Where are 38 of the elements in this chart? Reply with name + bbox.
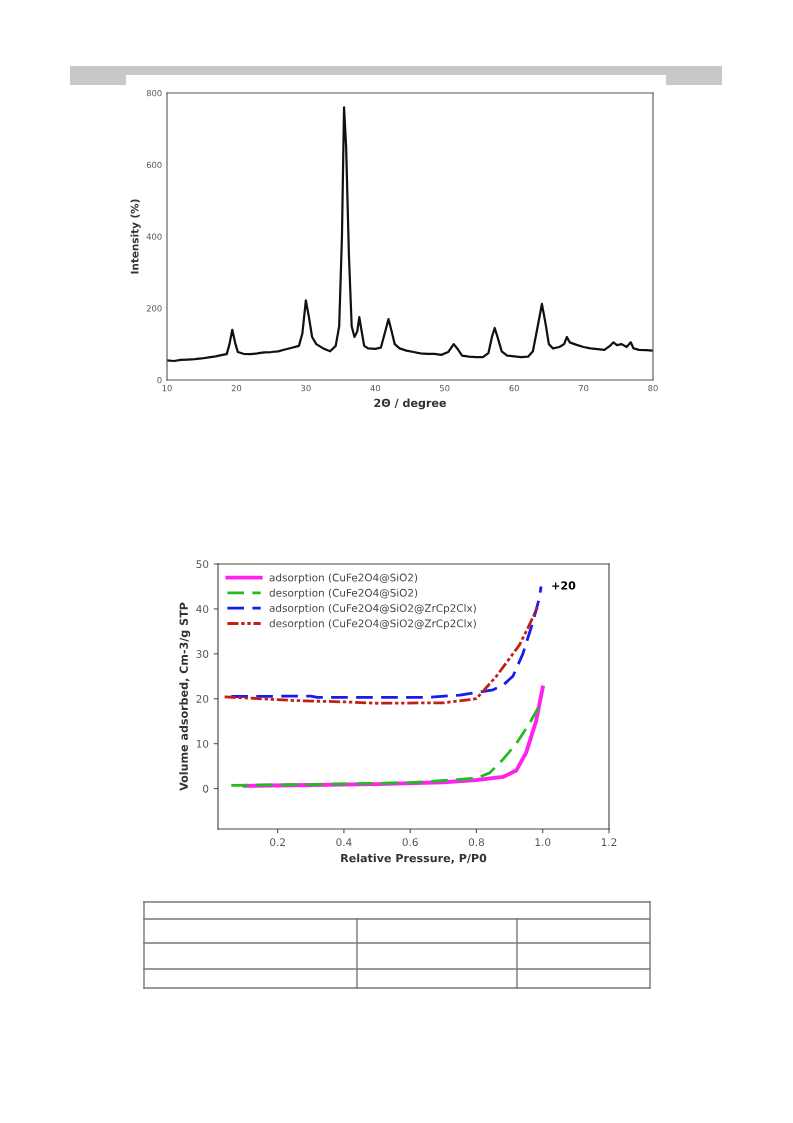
x-tick-label: 10 xyxy=(162,385,172,392)
x-tick-label: 70 xyxy=(578,385,589,392)
x-tick-label: 50 xyxy=(440,385,450,392)
y-tick-label: 40 xyxy=(196,605,209,614)
legend-label: desorption (CuFe2O4@SiO2) xyxy=(269,588,418,599)
line-series xyxy=(167,106,653,363)
y-tick-label: 0 xyxy=(157,376,162,384)
line-series xyxy=(229,585,543,699)
x-tick-label: 20 xyxy=(231,385,242,392)
x-tick-label: 0.8 xyxy=(468,838,485,847)
x-tick-label: 1.0 xyxy=(535,838,551,847)
y-tick-label: 50 xyxy=(196,560,209,569)
y-axis-title: Intensity (%) xyxy=(130,199,141,274)
y-tick-label: 600 xyxy=(146,161,162,169)
annotation: +20 xyxy=(552,581,576,590)
x-tick-label: 40 xyxy=(370,385,381,392)
y-tick-label: 10 xyxy=(196,739,209,748)
x-tick-label: 30 xyxy=(301,385,311,392)
y-tick-label: 200 xyxy=(146,305,162,312)
x-axis-title: 2Θ / degree xyxy=(374,398,446,410)
x-axis-title: Relative Pressure, P/P0 xyxy=(341,853,487,864)
legend-label: adsorption (CuFe2O4@SiO2) xyxy=(269,573,418,584)
x-tick-label: 1.2 xyxy=(601,838,617,846)
legend-label: adsorption (CuFe2O4@SiO2@ZrCp2Clx) xyxy=(269,603,476,615)
y-tick-label: 400 xyxy=(146,233,162,240)
y-tick-label: 30 xyxy=(196,650,209,658)
y-tick-label: 800 xyxy=(146,89,162,97)
y-tick-label: 20 xyxy=(196,694,209,703)
line-series xyxy=(229,704,541,787)
legend-label: desorption (CuFe2O4@SiO2@ZrCp2Clx) xyxy=(269,619,476,630)
line-series xyxy=(223,605,540,705)
x-tick-label: 0.2 xyxy=(270,838,285,847)
y-tick-label: 0 xyxy=(203,784,209,793)
x-tick-label: 0.6 xyxy=(402,838,418,847)
x-tick-label: 60 xyxy=(509,385,519,392)
x-tick-label: 80 xyxy=(648,385,658,392)
x-tick-label: 0.4 xyxy=(336,838,352,847)
y-axis-title: Volume adsorbed, Cm-3/g STP xyxy=(179,602,191,791)
